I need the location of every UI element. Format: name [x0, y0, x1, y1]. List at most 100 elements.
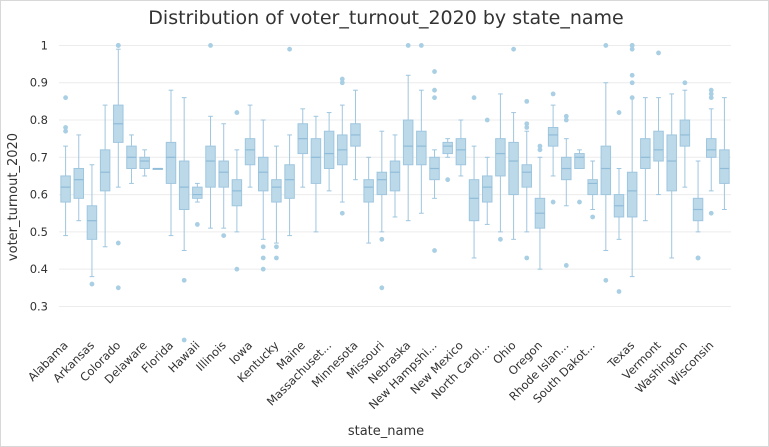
box [521, 164, 533, 188]
box-group [376, 130, 388, 291]
box-group [574, 149, 585, 205]
outlier-point [695, 255, 701, 261]
box-series [60, 43, 730, 343]
outlier-point [563, 117, 569, 123]
outlier-point [656, 50, 661, 56]
outlier-point [339, 76, 345, 82]
box-group [271, 145, 282, 261]
outlier-point [708, 210, 714, 216]
box [626, 171, 638, 218]
outlier-point [590, 214, 596, 220]
outlier-point [511, 46, 516, 52]
box-group [165, 89, 177, 237]
box [574, 153, 585, 169]
y-tick-label: 0.6 [30, 188, 48, 202]
box-group [60, 95, 71, 237]
outlier-point [181, 277, 187, 283]
box [389, 160, 401, 192]
box [442, 141, 453, 155]
outlier-point [524, 121, 530, 127]
box [481, 175, 493, 203]
box-group [218, 123, 229, 239]
x-axis-label: state_name [348, 424, 424, 439]
box-group [205, 43, 216, 229]
outlier-point [537, 143, 543, 149]
box-group [284, 46, 295, 237]
y-axis-label: voter_turnout_2020 [6, 133, 21, 261]
box-group [521, 98, 533, 261]
outlier-point [616, 110, 622, 115]
outlier-point [208, 43, 213, 48]
box [244, 138, 256, 166]
outlier-point [274, 255, 279, 261]
box-group [126, 134, 137, 184]
outlier-point [550, 199, 556, 205]
outlier-point [682, 80, 688, 86]
box-group [705, 87, 717, 216]
outlier-point [629, 46, 635, 52]
box [323, 130, 335, 169]
box-group [534, 143, 546, 270]
box [284, 164, 295, 199]
box-group [113, 43, 124, 291]
outlier-point [432, 87, 437, 93]
outlier-point [577, 199, 582, 205]
box-group [455, 119, 467, 177]
y-tick-label: 0.3 [30, 299, 48, 313]
chart-title: Distribution of voter_turnout_2020 by st… [148, 7, 623, 29]
box [600, 145, 612, 196]
box-group [297, 108, 309, 188]
box-group [429, 69, 440, 253]
box-group [244, 104, 256, 188]
box-group [178, 97, 190, 343]
box [547, 126, 559, 147]
box-group [152, 167, 164, 170]
outlier-point [629, 72, 635, 78]
outlier-point [432, 69, 437, 74]
outlier-point [432, 248, 437, 253]
outlier-point [524, 255, 530, 261]
outlier-point [471, 95, 477, 101]
box [231, 179, 243, 207]
box-group [561, 113, 572, 268]
box [178, 160, 190, 211]
box-group [613, 110, 625, 294]
outlier-point [524, 125, 530, 130]
outlier-point [260, 255, 266, 261]
box-group [495, 93, 506, 242]
box-group [442, 138, 453, 183]
box [416, 130, 427, 166]
outlier-point [63, 125, 68, 130]
outlier-point [708, 91, 714, 97]
box-group [86, 164, 98, 287]
outlier-point [274, 244, 279, 250]
outlier-point [498, 236, 503, 242]
outlier-point [63, 128, 68, 134]
box-group [99, 104, 111, 248]
outlier-point [629, 95, 635, 101]
box-group [666, 93, 677, 259]
box-group [692, 160, 704, 261]
outlier-point [181, 337, 187, 343]
box [587, 179, 598, 196]
box [376, 171, 388, 196]
box [192, 186, 203, 199]
outlier-point [537, 147, 543, 153]
outlier-point [708, 87, 714, 93]
box [495, 138, 506, 177]
box-group [323, 112, 335, 192]
box-group [679, 80, 691, 188]
outlier-point [287, 46, 292, 52]
y-tick-label: 0.5 [30, 225, 48, 239]
y-axis-ticks: 0.3 0.4 0.5 0.6 0.7 0.8 0.9 1 [30, 38, 48, 313]
outlier-point [629, 43, 635, 48]
box-group [416, 43, 427, 214]
y-tick-label: 0.9 [30, 76, 48, 90]
box-group [508, 46, 519, 240]
box-group [626, 43, 638, 278]
y-tick-label: 0.4 [30, 262, 48, 276]
outlier-point [603, 43, 609, 48]
box [310, 138, 322, 184]
x-tick-label: Illinois [193, 338, 229, 374]
box [271, 179, 282, 203]
